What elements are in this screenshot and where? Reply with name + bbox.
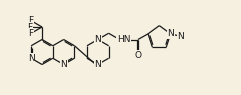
Text: N: N <box>94 60 101 69</box>
Text: N: N <box>94 35 101 44</box>
Text: O: O <box>134 51 141 59</box>
Text: N: N <box>167 29 174 38</box>
Text: F: F <box>27 23 32 32</box>
Text: F: F <box>29 29 34 38</box>
Text: F: F <box>29 16 34 25</box>
Text: N: N <box>28 54 34 63</box>
Text: HN: HN <box>117 35 130 44</box>
Text: N: N <box>177 32 184 41</box>
Text: N: N <box>60 60 67 69</box>
